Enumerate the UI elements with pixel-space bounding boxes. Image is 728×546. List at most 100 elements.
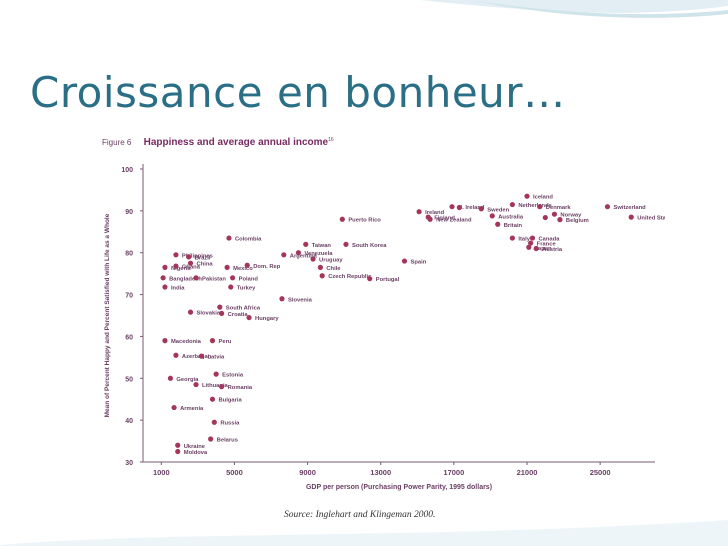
point-label: Poland: [239, 276, 259, 282]
point-label: Spain: [410, 260, 426, 266]
point-label: Austria: [542, 247, 563, 253]
data-point: [509, 201, 515, 208]
data-point: [219, 310, 225, 317]
point-label: China: [197, 262, 214, 268]
point-label: Estonia: [222, 373, 244, 379]
x-tick-label: 9000: [299, 468, 316, 477]
y-tick-label: 100: [121, 167, 133, 174]
point-label: Dom. Rep: [253, 264, 281, 270]
point-label: Japan: [535, 246, 552, 252]
data-point: [209, 338, 216, 344]
point-label: Latvia: [208, 355, 226, 361]
point-label: Sweden: [487, 207, 509, 213]
data-point: [167, 375, 174, 381]
point-label: Peru: [218, 339, 231, 345]
chart-title-superscript: 16: [328, 137, 334, 143]
point-label: Ghana: [182, 265, 201, 271]
data-point: [160, 275, 166, 281]
point-label: Macedonia: [171, 339, 202, 345]
point-label: Australia: [498, 214, 524, 220]
data-point: [187, 260, 194, 266]
point-label: Belarus: [217, 437, 238, 443]
figure-header: Figure 6 Happiness and average annual in…: [102, 137, 334, 148]
data-point: [173, 263, 179, 269]
data-point: [449, 204, 455, 210]
data-point: [219, 384, 225, 390]
point-label: Puerto Rico: [348, 218, 381, 224]
data-point: [524, 193, 530, 199]
data-point: [489, 213, 495, 219]
point-label: Slovenia: [288, 297, 313, 303]
data-point: [230, 275, 236, 281]
data-point: [246, 314, 252, 321]
point-label: Armenia: [180, 406, 204, 412]
data-point: [226, 235, 232, 241]
point-label: Colombia: [235, 237, 262, 243]
figure-panel: Figure 6 Happiness and average annual in…: [95, 129, 665, 496]
point-label: N. Ireland: [458, 205, 485, 211]
data-point: [557, 217, 563, 223]
data-point: [187, 309, 194, 315]
data-point: [186, 254, 192, 260]
data-point: [303, 241, 309, 247]
point-label: Czech Republic: [328, 274, 372, 280]
data-point: [542, 214, 548, 221]
point-label: Lithuania: [202, 383, 229, 389]
point-label: Russia: [220, 421, 240, 427]
data-point: [343, 241, 349, 247]
data-point: [310, 256, 316, 262]
point-label: Pakistan: [202, 276, 226, 282]
point-label: Romania: [228, 385, 253, 391]
data-point: [456, 204, 462, 211]
point-label: Bulgaria: [218, 398, 242, 404]
data-point: [528, 240, 534, 246]
point-label: Ireland: [425, 210, 444, 216]
x-axis-label: GDP per person (Purchasing Power Parity,…: [306, 484, 492, 491]
point-label: Belgium: [566, 218, 589, 224]
point-label: Chile: [326, 266, 341, 272]
data-point: [295, 250, 302, 256]
data-point: [281, 252, 287, 258]
x-tick-label: 13000: [370, 468, 391, 477]
data-point: [213, 371, 219, 377]
data-point: [509, 235, 515, 241]
y-tick-label: 90: [125, 209, 133, 216]
data-point: [209, 396, 216, 402]
data-point: [279, 296, 285, 302]
data-point: [427, 216, 433, 222]
x-tick-label: 25000: [590, 468, 611, 477]
point-label: Italy: [518, 237, 530, 243]
data-point: [193, 275, 199, 281]
x-tick-label: 1000: [153, 468, 170, 477]
x-tick-label: 17000: [443, 468, 464, 477]
point-label: Mexico: [233, 266, 253, 272]
data-point: [319, 273, 325, 279]
data-point: [173, 252, 179, 258]
data-point: [604, 204, 611, 210]
data-point: [175, 448, 181, 455]
data-point: [529, 235, 536, 241]
figure-number: Figure 6: [102, 138, 132, 147]
data-point: [339, 216, 345, 222]
data-point: [551, 211, 558, 217]
data-point: [208, 436, 214, 442]
point-label: Argentina: [290, 253, 318, 259]
point-label: New Zealand: [436, 218, 472, 224]
scatter-chart: 30 40 50 60 70 80 90 100 1000 5000 9000 13000 17000 2…: [104, 164, 665, 491]
point-label: Moldova: [184, 450, 208, 456]
point-label: Finland: [434, 216, 455, 222]
data-point: [628, 214, 634, 220]
point-label: Taiwan: [312, 243, 332, 249]
source-caption: Source: Inglehart and Klingeman 2000.: [284, 510, 436, 520]
point-label: Turkey: [237, 286, 256, 292]
data-point: [224, 264, 230, 270]
data-point: [162, 284, 168, 290]
point-label: Switzerland: [613, 205, 646, 211]
data-point: [162, 338, 168, 344]
point-label: Bangladesh: [169, 276, 202, 282]
point-label: Canada: [538, 237, 560, 243]
data-point: [416, 209, 422, 215]
point-label: Uruguay: [319, 257, 343, 263]
point-label: Ukraine: [184, 444, 206, 450]
data-point: [495, 221, 501, 227]
